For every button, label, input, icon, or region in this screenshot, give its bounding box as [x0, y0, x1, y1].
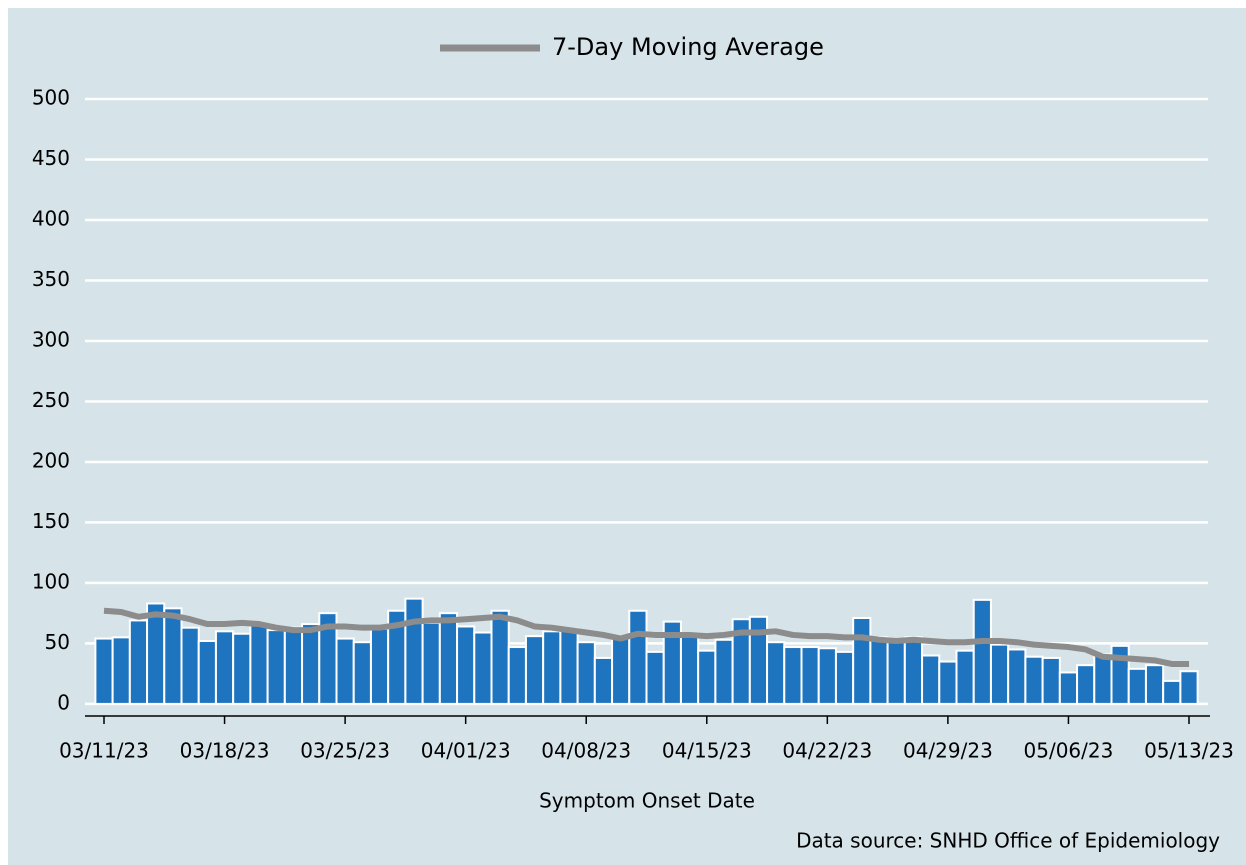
bar [886, 639, 906, 705]
bar [1024, 655, 1044, 705]
bar [576, 641, 596, 705]
bar [283, 626, 304, 705]
bar [438, 612, 459, 705]
y-tick-label: 200 [32, 448, 70, 472]
bar [507, 646, 527, 705]
bar [352, 641, 372, 705]
bar [817, 647, 837, 705]
y-tick-label: 450 [32, 146, 70, 170]
x-tick-label: 04/29/23 [903, 739, 993, 763]
bar [1144, 664, 1165, 705]
source-note: Data source: SNHD Office of Epidemiology [796, 829, 1220, 853]
x-tick-label: 03/11/23 [59, 739, 149, 763]
x-tick-label: 04/22/23 [782, 739, 872, 763]
bar [421, 621, 441, 705]
y-tick-label: 50 [45, 630, 70, 654]
bar [783, 646, 803, 705]
bar [869, 636, 889, 705]
bar [611, 636, 631, 705]
bar [163, 607, 183, 705]
bar [766, 641, 786, 705]
y-tick-label: 0 [57, 690, 70, 714]
bar [645, 650, 665, 705]
chart-background [8, 8, 1246, 865]
bar [697, 649, 717, 705]
bar [938, 660, 958, 705]
bar [404, 597, 424, 705]
x-tick-label: 05/06/23 [1024, 739, 1114, 763]
x-tick-label: 05/13/23 [1144, 739, 1234, 763]
bar [473, 631, 493, 705]
bar [542, 630, 562, 705]
bar [1127, 667, 1147, 705]
x-tick-label: 03/25/23 [300, 739, 390, 763]
bar [128, 619, 149, 705]
bar [1058, 671, 1079, 705]
bar [834, 650, 855, 705]
bar [800, 646, 820, 705]
bar [456, 625, 476, 705]
bar [1179, 670, 1199, 705]
bar [593, 656, 614, 705]
bar [524, 635, 545, 705]
y-tick-label: 350 [32, 267, 70, 291]
y-tick-label: 400 [32, 206, 70, 230]
bar [266, 629, 286, 705]
bar [628, 609, 648, 705]
bar [197, 639, 217, 705]
x-tick-label: 04/08/23 [541, 739, 631, 763]
bar [180, 626, 200, 705]
x-tick-label: 04/01/23 [421, 739, 511, 763]
bar [1162, 679, 1182, 705]
bar [559, 627, 579, 705]
bar [921, 654, 941, 705]
bar [1076, 664, 1096, 705]
x-tick-label: 03/18/23 [180, 739, 270, 763]
bar [146, 602, 166, 705]
bar [301, 623, 321, 705]
y-tick-label: 500 [32, 86, 70, 110]
bar [989, 643, 1010, 705]
y-tick-label: 250 [32, 388, 70, 412]
bar [1007, 648, 1027, 705]
bar [903, 636, 924, 705]
bar [335, 637, 355, 705]
y-tick-label: 100 [32, 569, 70, 593]
bar [679, 633, 700, 705]
bar [852, 617, 872, 705]
y-tick-label: 150 [32, 509, 70, 533]
bar [490, 609, 510, 705]
bar [714, 638, 734, 705]
bar [214, 630, 235, 705]
bar [1041, 656, 1061, 705]
y-tick-label: 300 [32, 327, 70, 351]
bar [972, 598, 992, 705]
x-axis-title: Symptom Onset Date [539, 789, 755, 813]
bar [232, 632, 252, 705]
legend-label: 7-Day Moving Average [552, 33, 824, 61]
bar [369, 627, 390, 705]
bar [1093, 653, 1113, 705]
bar [955, 649, 975, 705]
moving-average-line [103, 607, 1189, 667]
bar [249, 623, 269, 705]
x-tick-label: 04/15/23 [662, 739, 752, 763]
bar [111, 636, 131, 705]
bar [94, 637, 114, 705]
